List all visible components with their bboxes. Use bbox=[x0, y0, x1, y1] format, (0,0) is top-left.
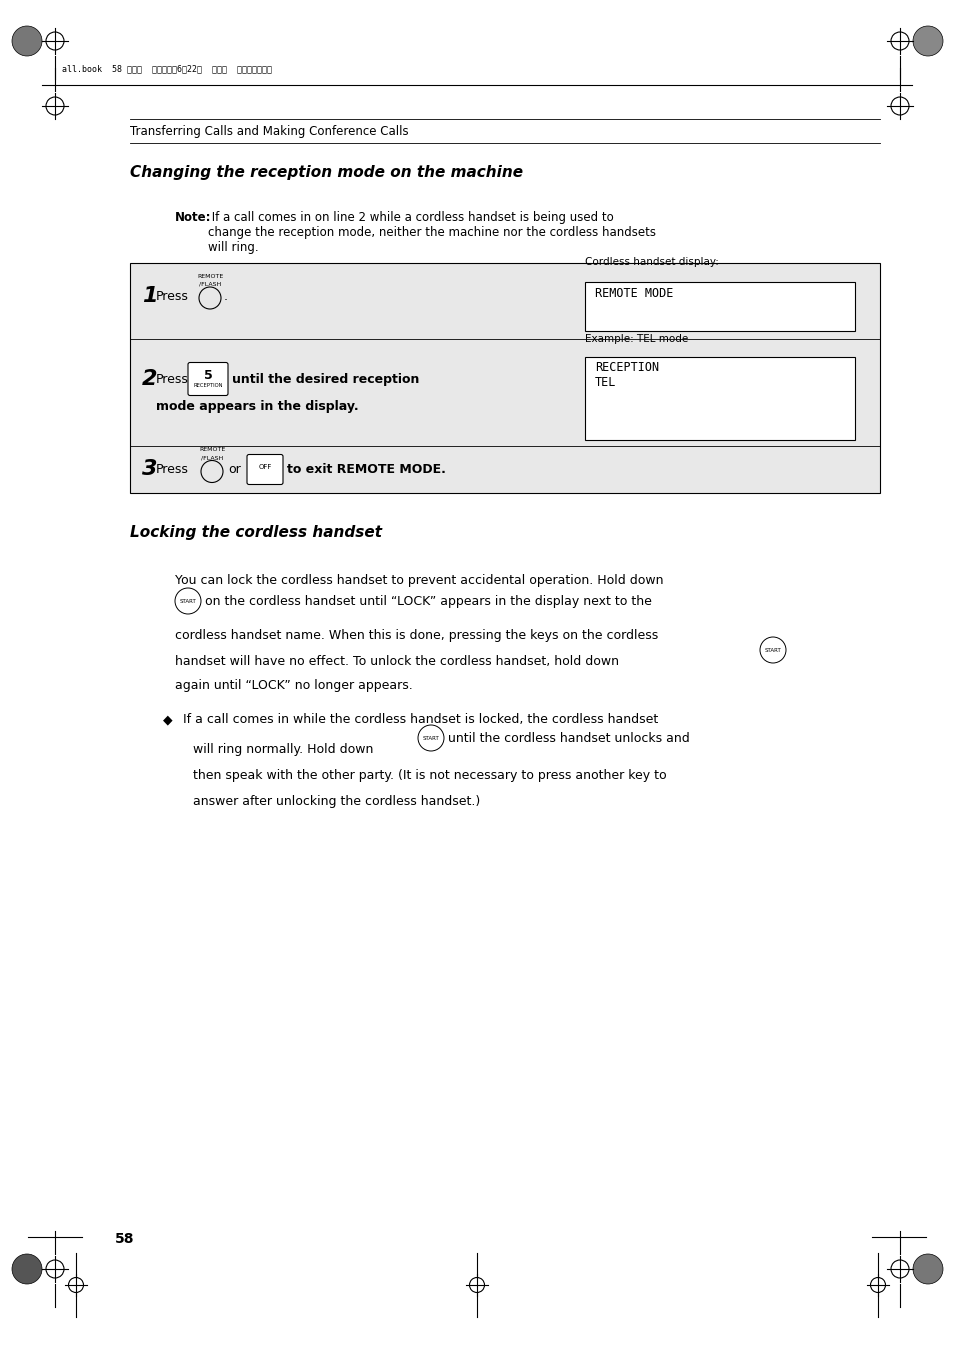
Text: all.book  58 ページ  ２００４年6月22日  火曜日  午後１２時１分: all.book 58 ページ ２００４年6月22日 火曜日 午後１２時１分 bbox=[62, 65, 272, 73]
Text: again until “LOCK” no longer appears.: again until “LOCK” no longer appears. bbox=[174, 680, 413, 692]
Text: /FLASH: /FLASH bbox=[201, 455, 223, 461]
Text: ◆: ◆ bbox=[163, 713, 172, 725]
Text: /FLASH: /FLASH bbox=[198, 282, 221, 286]
Circle shape bbox=[12, 1254, 42, 1283]
Circle shape bbox=[912, 1254, 942, 1283]
Text: Transferring Calls and Making Conference Calls: Transferring Calls and Making Conference… bbox=[130, 124, 408, 138]
Text: cordless handset name. When this is done, pressing the keys on the cordless: cordless handset name. When this is done… bbox=[174, 630, 658, 642]
Text: Example: TEL mode: Example: TEL mode bbox=[584, 334, 687, 345]
Text: RECEPTION
TEL: RECEPTION TEL bbox=[595, 361, 659, 389]
Text: 3: 3 bbox=[142, 459, 157, 480]
Text: or: or bbox=[228, 463, 240, 476]
Circle shape bbox=[912, 26, 942, 55]
Text: START: START bbox=[179, 598, 196, 604]
Text: to exit REMOTE MODE.: to exit REMOTE MODE. bbox=[287, 463, 445, 476]
Text: REMOTE MODE: REMOTE MODE bbox=[595, 286, 673, 300]
Text: OFF: OFF bbox=[258, 465, 272, 470]
Text: 2: 2 bbox=[142, 370, 157, 389]
Text: REMOTE: REMOTE bbox=[196, 274, 223, 280]
Text: RECEPTION: RECEPTION bbox=[193, 382, 222, 388]
Text: You can lock the cordless handset to prevent accidental operation. Hold down: You can lock the cordless handset to pre… bbox=[174, 574, 662, 586]
FancyBboxPatch shape bbox=[247, 454, 283, 485]
Circle shape bbox=[12, 26, 42, 55]
Text: 58: 58 bbox=[115, 1232, 134, 1246]
Text: REMOTE: REMOTE bbox=[198, 447, 225, 453]
Text: on the cordless handset until “LOCK” appears in the display next to the: on the cordless handset until “LOCK” app… bbox=[205, 594, 651, 608]
FancyBboxPatch shape bbox=[584, 282, 854, 331]
Text: mode appears in the display.: mode appears in the display. bbox=[156, 400, 358, 413]
Text: handset will have no effect. To unlock the cordless handset, hold down: handset will have no effect. To unlock t… bbox=[174, 655, 618, 667]
Text: 5: 5 bbox=[203, 369, 213, 382]
Text: until the cordless handset unlocks and: until the cordless handset unlocks and bbox=[448, 731, 689, 744]
FancyBboxPatch shape bbox=[188, 362, 228, 396]
Text: until the desired reception: until the desired reception bbox=[232, 373, 419, 386]
Text: 1: 1 bbox=[142, 286, 157, 305]
Text: START: START bbox=[422, 735, 439, 740]
Text: Cordless handset display:: Cordless handset display: bbox=[584, 257, 719, 267]
Text: Changing the reception mode on the machine: Changing the reception mode on the machi… bbox=[130, 166, 522, 181]
Text: will ring normally. Hold down: will ring normally. Hold down bbox=[193, 743, 373, 757]
Text: .: . bbox=[224, 289, 228, 303]
Text: answer after unlocking the cordless handset.): answer after unlocking the cordless hand… bbox=[193, 794, 479, 808]
Text: If a call comes in while the cordless handset is locked, the cordless handset: If a call comes in while the cordless ha… bbox=[183, 713, 658, 725]
FancyBboxPatch shape bbox=[130, 263, 879, 493]
Text: START: START bbox=[763, 647, 781, 653]
Text: Note:: Note: bbox=[174, 211, 212, 224]
Text: Press: Press bbox=[156, 289, 189, 303]
Text: Press: Press bbox=[156, 373, 189, 386]
FancyBboxPatch shape bbox=[584, 357, 854, 440]
Text: Locking the cordless handset: Locking the cordless handset bbox=[130, 526, 381, 540]
Text: If a call comes in on line 2 while a cordless handset is being used to
change th: If a call comes in on line 2 while a cor… bbox=[208, 211, 656, 254]
Text: then speak with the other party. (It is not necessary to press another key to: then speak with the other party. (It is … bbox=[193, 769, 666, 782]
Text: Press: Press bbox=[156, 463, 189, 476]
